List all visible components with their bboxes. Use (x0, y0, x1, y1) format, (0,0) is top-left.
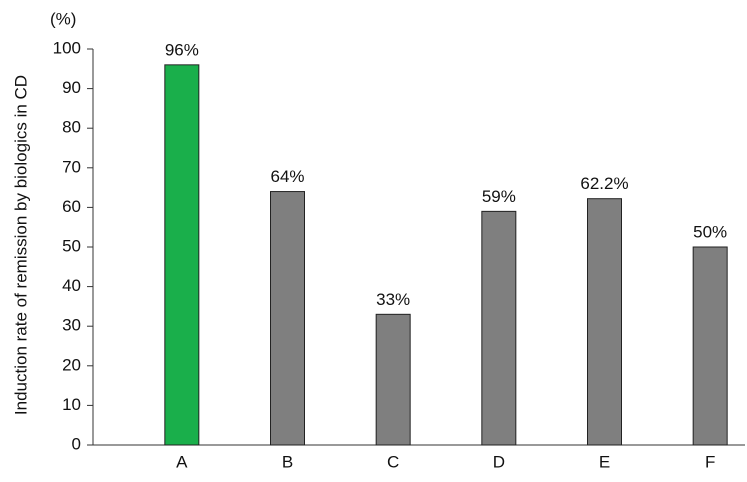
y-tick-label: 10 (62, 395, 81, 414)
y-tick-label: 100 (53, 38, 81, 57)
x-tick-label: D (493, 452, 505, 471)
bar (481, 210, 517, 446)
bar (270, 191, 305, 446)
bar (587, 198, 622, 446)
y-tick-label: 20 (62, 355, 81, 374)
y-axis-label: Induction rate of remission by biologics… (11, 75, 30, 415)
bar (692, 246, 728, 446)
y-tick-label: 90 (62, 78, 81, 97)
x-tick-label: F (705, 452, 715, 471)
y-tick-label: 0 (72, 434, 81, 453)
y-tick-label: 70 (62, 157, 81, 176)
y-unit-label: (%) (50, 9, 76, 28)
bar (164, 64, 200, 446)
y-tick-label: 40 (62, 276, 81, 295)
y-tick-label: 80 (62, 118, 81, 137)
value-label: 62.2% (580, 174, 628, 193)
value-label: 59% (482, 187, 516, 206)
x-tick-label: A (176, 452, 188, 471)
y-tick-label: 60 (62, 197, 81, 216)
x-tick-label: E (599, 452, 610, 471)
x-tick-label: B (282, 452, 293, 471)
value-label: 64% (270, 167, 304, 186)
bar (375, 313, 411, 446)
x-tick-label: C (387, 452, 399, 471)
y-tick-label: 50 (62, 236, 81, 255)
y-tick-label: 30 (62, 316, 81, 335)
value-label: 33% (376, 290, 410, 309)
value-label: 96% (165, 40, 199, 59)
value-label: 50% (693, 222, 727, 241)
